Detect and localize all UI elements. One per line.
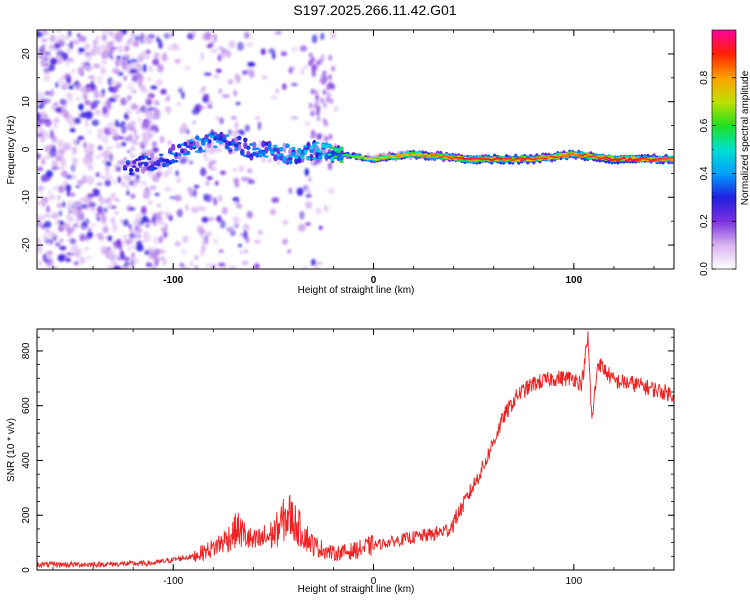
snr-x-ticks: -100 0 100	[52, 329, 655, 587]
snr-frame	[36, 328, 675, 571]
snr-x-axis-label: Height of straight line (km)	[298, 584, 415, 595]
colorbar-tick-label: 0.0	[699, 262, 710, 276]
x-tick-label: 100	[565, 275, 582, 286]
y-tick-label: 0	[21, 146, 32, 152]
colorbar-ticks: 0.0 0.2 0.4 0.6 0.8	[699, 53, 736, 276]
snr-y-axis-label: SNR (10 * v/v)	[6, 418, 17, 482]
snr-panel: -100 0 100 0 200 400 600 800 Height of straigh…	[6, 328, 675, 595]
y-tick-label: 10	[21, 96, 32, 108]
y-tick-label: 400	[21, 452, 32, 469]
spectrogram-content	[37, 30, 674, 269]
spectrogram-noise	[37, 30, 339, 269]
snr-series-line	[37, 331, 674, 569]
y-tick-label: -20	[21, 237, 32, 252]
colorbar: 0.0 0.2 0.4 0.6 0.8 Normalized spectral ampl…	[699, 29, 750, 276]
chart-title: S197.2025.266.11.42.G01	[293, 2, 457, 18]
spectrogram-ridge	[122, 129, 674, 175]
x-tick-label: 100	[565, 576, 582, 587]
snr-y-ticks: 0 200 400 600 800	[21, 336, 674, 573]
colorbar-scale	[711, 29, 737, 270]
x-tick-label: -100	[163, 275, 183, 286]
colorbar-tick-label: 0.2	[699, 214, 710, 228]
y-tick-label: -10	[21, 190, 32, 205]
colorbar-label: Normalized spectral amplitude	[740, 70, 750, 205]
colorbar-tick-label: 0.6	[699, 118, 710, 132]
colorbar-tick-label: 0.4	[699, 166, 710, 180]
spectrogram-y-axis-label: Frequency (Hz)	[6, 116, 17, 185]
spectrogram-x-axis-label: Height of straight line (km)	[298, 285, 415, 296]
x-tick-label: 0	[371, 275, 377, 286]
x-tick-label: 0	[371, 576, 377, 587]
spectrogram-x-ticks: -100 0 100	[52, 30, 655, 286]
x-tick-label: -100	[163, 576, 183, 587]
y-tick-label: 800	[21, 342, 32, 359]
colorbar-tick-label: 0.8	[699, 70, 710, 84]
y-tick-label: 20	[21, 48, 32, 60]
y-tick-label: 0	[21, 567, 32, 573]
y-tick-label: 200	[21, 506, 32, 523]
spectrogram-y-ticks: -20 -10 0 10 20	[21, 29, 674, 270]
y-tick-label: 600	[21, 397, 32, 414]
